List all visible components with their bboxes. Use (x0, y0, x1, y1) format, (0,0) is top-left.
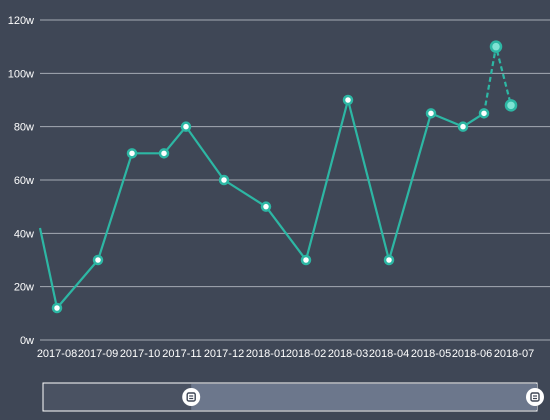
data-point[interactable] (344, 96, 352, 104)
y-tick-label: 20w (14, 282, 34, 294)
data-zoom-slider[interactable] (43, 383, 544, 411)
x-axis-labels: 2017-08 2017-09 2017-10 2017-11 2017-12 2018-… (37, 348, 534, 360)
x-tick-label: 2018-02 (286, 348, 326, 360)
y-tick-label: 60w (14, 175, 34, 187)
x-tick-label: 2018-07 (494, 348, 534, 360)
x-tick-label: 2017-12 (204, 348, 244, 360)
data-point[interactable] (53, 304, 61, 312)
data-point[interactable] (302, 256, 310, 264)
x-tick-label: 2018-06 (452, 348, 492, 360)
x-tick-label: 2017-10 (120, 348, 160, 360)
y-tick-label: 40w (14, 228, 34, 240)
series-line (40, 47, 511, 308)
x-tick-label: 2017-08 (37, 348, 77, 360)
highlighted-data-point[interactable] (491, 42, 501, 52)
data-point[interactable] (94, 256, 102, 264)
highlighted-data-point[interactable] (506, 100, 516, 110)
x-tick-label: 2018-01 (246, 348, 286, 360)
x-tick-label: 2018-04 (369, 348, 409, 360)
data-point[interactable] (427, 109, 435, 117)
data-point[interactable] (480, 109, 488, 117)
handle-knob[interactable] (182, 388, 200, 406)
y-tick-label: 0w (20, 335, 34, 347)
zoom-selected-range[interactable] (191, 384, 537, 410)
y-tick-label: 100w (8, 68, 34, 80)
data-point[interactable] (262, 203, 270, 211)
y-axis-labels: 0w 20w 40w 60w 80w 100w 120w (8, 15, 34, 347)
data-point[interactable] (385, 256, 393, 264)
y-tick-label: 120w (8, 15, 34, 27)
y-tick-label: 80w (14, 122, 34, 134)
x-tick-label: 2017-11 (162, 348, 202, 360)
zoom-start-handle[interactable] (182, 388, 200, 406)
data-point[interactable] (459, 123, 467, 131)
x-tick-label: 2018-05 (411, 348, 451, 360)
x-tick-label: 2018-03 (328, 348, 368, 360)
series-points[interactable] (53, 42, 516, 312)
data-point[interactable] (128, 149, 136, 157)
x-tick-label: 2017-09 (78, 348, 118, 360)
data-point[interactable] (182, 123, 190, 131)
handle-knob[interactable] (526, 388, 544, 406)
zoom-end-handle[interactable] (526, 388, 544, 406)
grid-lines (40, 20, 550, 340)
data-point[interactable] (220, 176, 228, 184)
data-point[interactable] (160, 149, 168, 157)
